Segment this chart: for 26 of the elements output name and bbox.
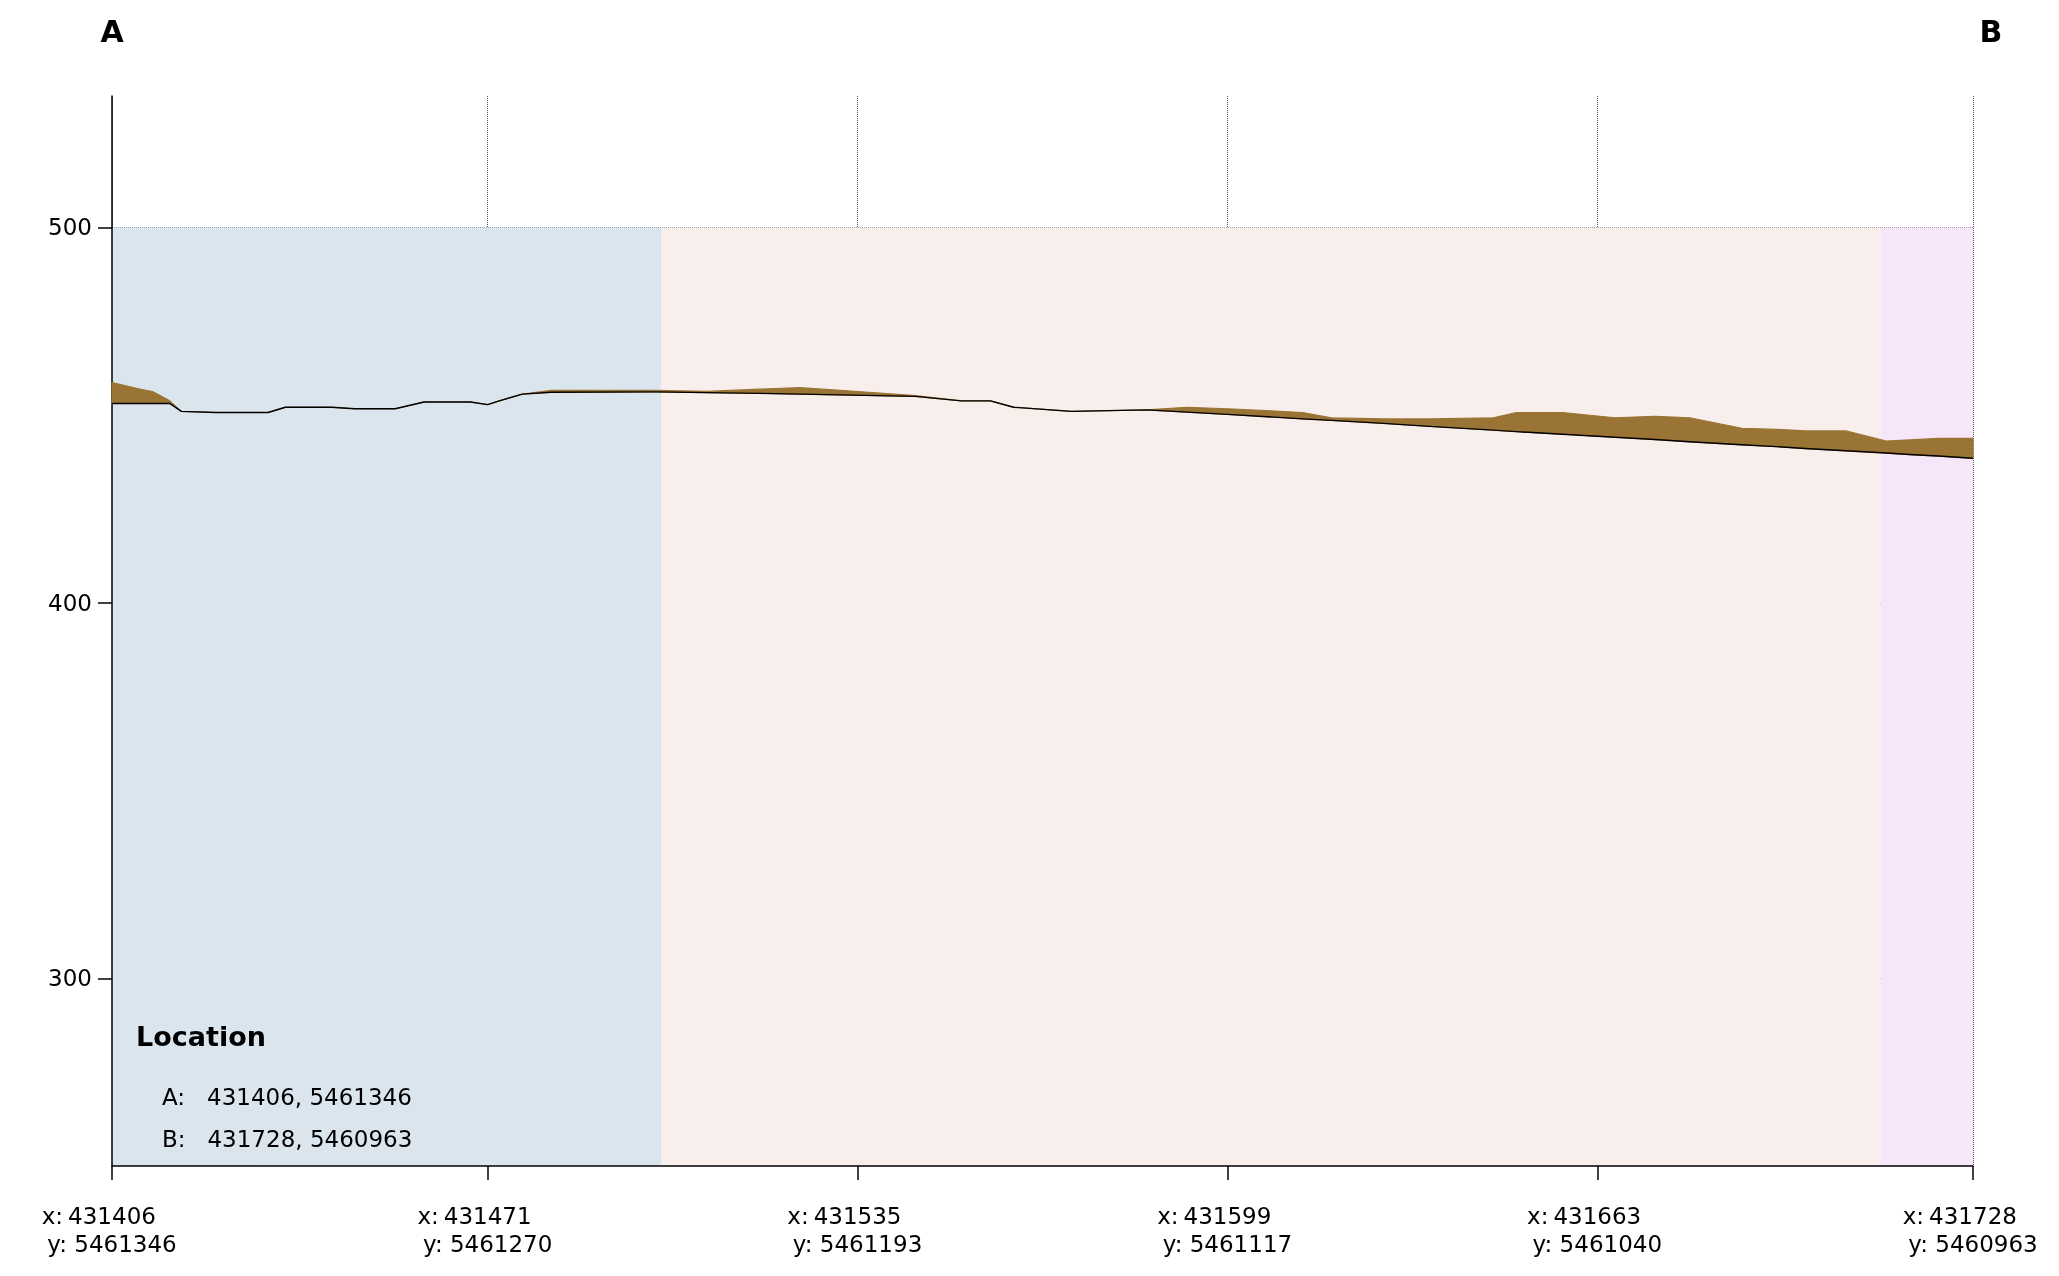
text: x: <box>1902 1202 1925 1229</box>
text: x: <box>787 1202 809 1229</box>
x-tick-label: 431599 <box>1183 1202 1272 1229</box>
annotation: A: 431406, 5461346 <box>162 1083 412 1110</box>
annotation: B: 431728, 5460963 <box>162 1125 413 1152</box>
x-tick-label: 431535 <box>813 1202 902 1229</box>
text: B <box>1979 13 2003 49</box>
x-tick-label: 431728 <box>1929 1202 2017 1229</box>
x-axis-title: x: <box>417 1202 439 1229</box>
text: y: 5461346 <box>47 1230 177 1257</box>
text: x: <box>41 1202 64 1229</box>
text: A <box>100 13 125 49</box>
text: x: <box>1527 1202 1549 1229</box>
y-tick-label: 300 <box>48 965 92 992</box>
x-tick-label: 431471 <box>443 1202 532 1229</box>
text: y: 5461117 <box>1162 1230 1293 1257</box>
text: y: 5460963 <box>1908 1230 2038 1257</box>
y-tick-label: 500 <box>48 214 92 241</box>
text: y: 5461193 <box>792 1230 923 1257</box>
annotation: Location <box>136 1021 266 1052</box>
y-tick-label: 400 <box>48 589 92 616</box>
x-tick-label: 431663 <box>1553 1202 1642 1229</box>
text: x: <box>1157 1202 1179 1229</box>
text: y: 5461270 <box>422 1230 553 1257</box>
text: y: 5461040 <box>1532 1230 1663 1257</box>
x-tick-label: 431406 <box>68 1202 156 1229</box>
